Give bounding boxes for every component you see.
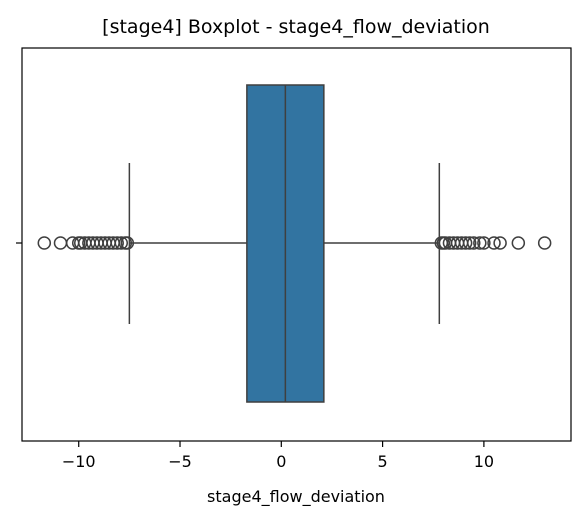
plot-area [16,47,572,442]
outlier-point [473,236,487,250]
outlier-point [493,236,507,250]
outlier-point [462,236,477,250]
outlier-point [467,236,481,250]
x-axis-ticks: −10 −5 0 5 10 [62,441,494,471]
outlier-point [110,236,124,250]
x-tick-label: −10 [62,452,96,471]
chart-title: [stage4] Boxplot - stage4_flow_deviation [102,16,490,38]
outlier-point [511,236,526,250]
x-tick-label: 0 [276,452,286,471]
outlier-point [487,236,501,250]
outlier-point [53,236,68,250]
outlier-point [120,236,135,250]
x-tick-label: 10 [474,452,494,471]
outlier-point [114,236,129,250]
outlier-point [477,236,491,250]
x-axis-label: stage4_flow_deviation [207,487,385,507]
outlier-point [458,236,473,250]
axes-frame [21,47,572,442]
x-tick-label: 5 [378,452,388,471]
outlier-point [537,236,552,250]
outlier-point [37,236,52,250]
x-tick-label: −5 [168,452,192,471]
